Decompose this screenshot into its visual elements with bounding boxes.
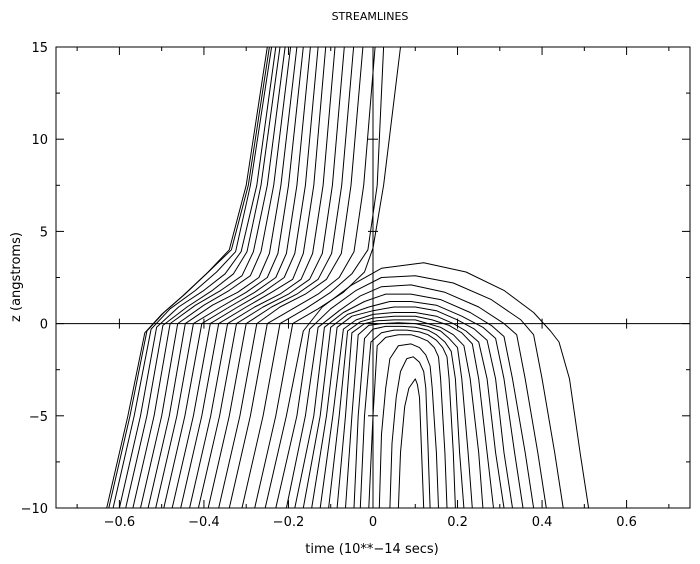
reflected-streamline-11: [353, 325, 465, 509]
transmitted-streamline-10: [163, 46, 311, 509]
y-axis-label: z (angstroms): [9, 232, 24, 322]
reflected-streamline-2: [275, 275, 564, 509]
x-tick-label: 0: [369, 515, 377, 530]
transmitted-streamline-12: [180, 46, 327, 509]
reflected-streamline-4: [294, 293, 535, 509]
transmitted-streamline-3: [112, 46, 273, 509]
y-tick-label: −10: [21, 502, 48, 517]
y-tick-label: −5: [29, 410, 48, 425]
y-tick-label: 0: [40, 318, 48, 333]
transmitted-streamline-14: [197, 46, 345, 509]
transmitted-streamline-7: [140, 46, 292, 509]
streamlines-layer: [106, 46, 590, 509]
reflected-streamline-10: [345, 322, 473, 509]
transmitted-streamline-5: [125, 46, 281, 509]
reflected-streamline-12: [359, 329, 456, 509]
reflected-streamline-14: [378, 343, 439, 509]
x-tick-label: 0.6: [616, 515, 637, 530]
reflected-streamline-7: [319, 312, 505, 509]
transmitted-streamline-4: [118, 46, 277, 509]
transmitted-streamline-1: [106, 46, 268, 509]
reflected-streamline-1: [264, 262, 590, 509]
reflected-streamline-6: [311, 306, 513, 509]
transmitted-streamline-19: [254, 46, 401, 509]
reflected-streamline-9: [336, 319, 484, 509]
y-tick-label: 5: [40, 225, 48, 240]
transmitted-streamline-8: [147, 46, 298, 509]
reflected-streamline-13: [368, 334, 448, 509]
reflected-streamline-3: [285, 284, 547, 509]
x-tick-label: 0.4: [532, 515, 553, 530]
transmitted-streamline-16: [218, 46, 364, 509]
reflected-streamline-16: [397, 378, 425, 509]
x-tick-label: −0.6: [104, 515, 136, 530]
y-tick-label: 15: [31, 41, 48, 56]
transmitted-streamline-11: [171, 46, 319, 509]
chart-title: STREAMLINES: [332, 10, 409, 23]
reflected-streamline-15: [389, 356, 431, 509]
reflected-streamline-5: [302, 301, 524, 509]
transmitted-streamline-18: [241, 46, 385, 509]
transmitted-streamline-17: [228, 46, 376, 509]
transmitted-streamline-15: [207, 46, 355, 509]
x-tick-label: 0.2: [447, 515, 468, 530]
x-axis-label: time (10**−14 secs): [305, 542, 438, 557]
x-tick-label: −0.2: [273, 515, 305, 530]
y-tick-label: 10: [31, 133, 48, 148]
transmitted-streamline-9: [155, 46, 304, 509]
transmitted-streamline-2: [108, 46, 270, 509]
x-tick-label: −0.4: [188, 515, 220, 530]
reflected-streamline-8: [328, 315, 494, 509]
transmitted-streamline-6: [132, 46, 286, 509]
transmitted-streamline-13: [189, 46, 336, 509]
